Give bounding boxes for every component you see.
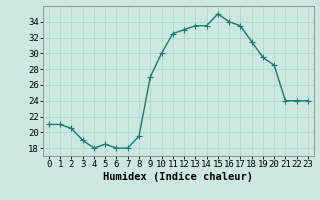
X-axis label: Humidex (Indice chaleur): Humidex (Indice chaleur)	[103, 172, 253, 182]
